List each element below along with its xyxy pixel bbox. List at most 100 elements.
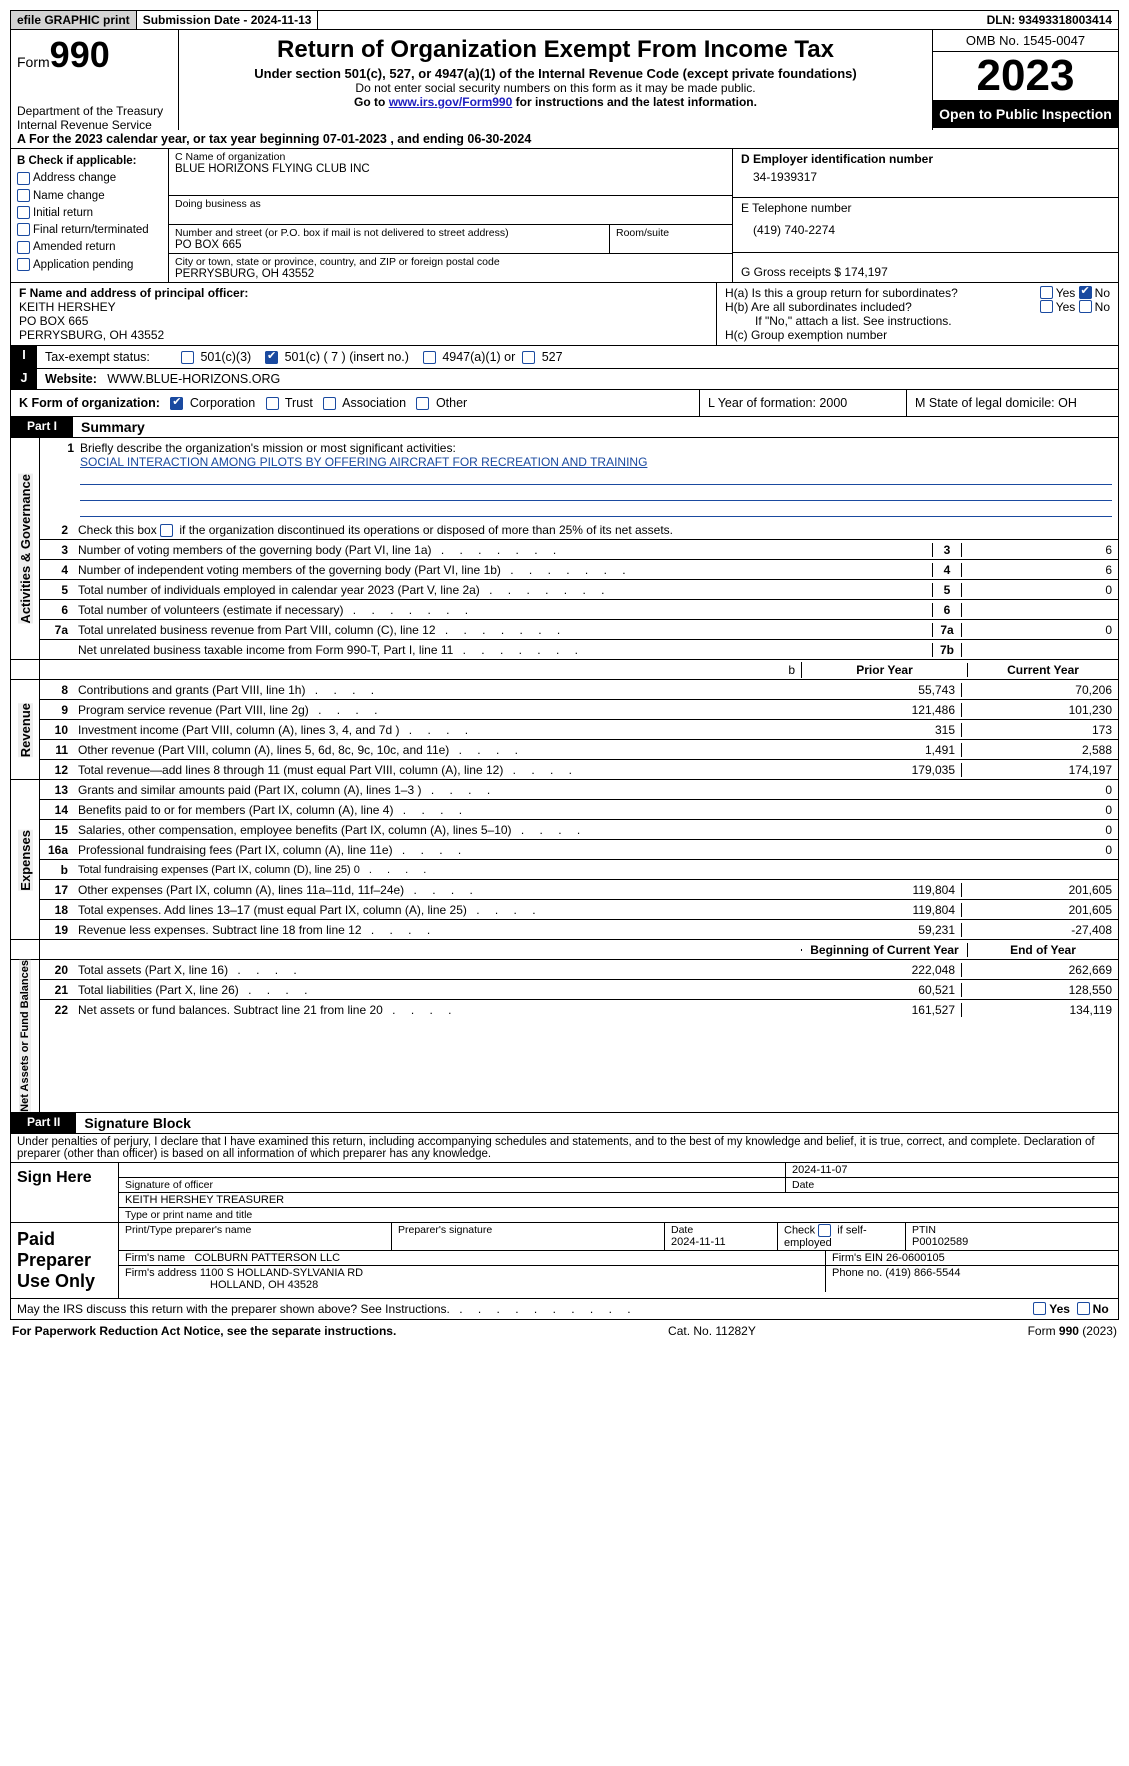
ptin-label: PTIN	[912, 1224, 936, 1236]
part2-header: Part II Signature Block	[10, 1113, 1119, 1134]
room-label: Room/suite	[616, 227, 669, 239]
chk-501c[interactable]	[265, 351, 278, 364]
chk-trust[interactable]	[266, 397, 279, 410]
chk-discontinued[interactable]	[160, 524, 173, 537]
officer-label: F Name and address of principal officer:	[19, 286, 248, 300]
irs-link[interactable]: www.irs.gov/Form990	[389, 95, 513, 109]
ptin: P00102589	[912, 1236, 968, 1248]
part2-title: Signature Block	[76, 1113, 199, 1133]
firm-phone: Phone no. (419) 866-5544	[826, 1266, 1118, 1292]
header-grid: B Check if applicable: Address change Na…	[10, 149, 1119, 283]
vlabel-netassets: Net Assets or Fund Balances	[19, 960, 31, 1112]
sec-netassets: Net Assets or Fund Balances 20Total asse…	[10, 960, 1119, 1113]
officer-city: PERRYSBURG, OH 43552	[19, 328, 164, 342]
website-label: Website:	[45, 372, 100, 386]
chk-address[interactable]	[17, 172, 30, 185]
name-label: C Name of organization	[175, 151, 285, 163]
phone: (419) 740-2274	[741, 215, 1110, 237]
preparer-lead: Paid Preparer Use Only	[11, 1223, 119, 1298]
vlabel-activities: Activities & Governance	[18, 474, 33, 624]
footer-mid: Cat. No. 11282Y	[668, 1324, 756, 1338]
col-end: End of Year	[968, 943, 1118, 957]
sec-expenses: Expenses 13Grants and similar amounts pa…	[10, 780, 1119, 940]
vlabel-revenue: Revenue	[18, 703, 33, 757]
ssn-note: Do not enter social security numbers on …	[189, 81, 922, 95]
ha-no[interactable]	[1079, 286, 1092, 299]
firm-ein: Firm's EIN 26-0600105	[826, 1251, 1118, 1265]
footer: For Paperwork Reduction Act Notice, see …	[10, 1320, 1119, 1342]
firm-addr1: 1100 S HOLLAND-SYLVANIA RD	[200, 1267, 363, 1279]
col-current: Current Year	[968, 663, 1118, 677]
org-name: BLUE HORIZONS FLYING CLUB INC	[175, 163, 370, 175]
prep-date-label: Date	[671, 1224, 693, 1236]
form-title: Return of Organization Exempt From Incom…	[189, 36, 922, 64]
chk-amended[interactable]	[17, 241, 30, 254]
website: WWW.BLUE-HORIZONS.ORG	[107, 372, 280, 386]
sec-activities: Activities & Governance 1 Briefly descri…	[10, 438, 1119, 660]
penalty-text: Under penalties of perjury, I declare th…	[10, 1134, 1119, 1163]
chk-selfemp[interactable]	[818, 1224, 831, 1237]
vlabel-expenses: Expenses	[18, 830, 33, 891]
row-fh: F Name and address of principal officer:…	[10, 283, 1119, 346]
form-number: 990	[50, 34, 110, 75]
part1-header: Part I Summary	[10, 417, 1119, 438]
discuss-no[interactable]	[1077, 1302, 1090, 1315]
form-header: Form990 Department of the Treasury Inter…	[10, 30, 1119, 130]
chk-527[interactable]	[522, 351, 535, 364]
city: PERRYSBURG, OH 43552	[175, 268, 314, 280]
chk-initial[interactable]	[17, 206, 30, 219]
prep-sig-label: Preparer's signature	[392, 1223, 665, 1250]
discuss-text: May the IRS discuss this return with the…	[17, 1302, 450, 1316]
hb-no[interactable]	[1079, 300, 1092, 313]
row-i: I Tax-exempt status: 501(c)(3) 501(c) ( …	[10, 346, 1119, 369]
chk-501c3[interactable]	[181, 351, 194, 364]
prep-name-label: Print/Type preparer's name	[119, 1223, 392, 1250]
ha-label: H(a) Is this a group return for subordin…	[725, 286, 1040, 300]
discuss-yes[interactable]	[1033, 1302, 1046, 1315]
part2-tab: Part II	[11, 1113, 76, 1133]
top-bar: efile GRAPHIC print Submission Date - 20…	[10, 10, 1119, 30]
mission: SOCIAL INTERACTION AMONG PILOTS BY OFFER…	[80, 455, 647, 469]
hb-label: H(b) Are all subordinates included?	[725, 300, 1040, 314]
sec-revenue: Revenue 8Contributions and grants (Part …	[10, 680, 1119, 780]
sign-block: Sign Here 2024-11-07 Signature of office…	[10, 1163, 1119, 1299]
row-k: K Form of organization: Corporation Trus…	[10, 390, 1119, 417]
chk-final[interactable]	[17, 223, 30, 236]
street-label: Number and street (or P.O. box if mail i…	[175, 227, 509, 239]
public-inspection: Open to Public Inspection	[933, 100, 1118, 128]
addr-label: Firm's address	[125, 1267, 200, 1279]
chk-corp[interactable]	[170, 397, 183, 410]
mission-label: Briefly describe the organization's miss…	[80, 441, 456, 455]
tax-status-label: Tax-exempt status:	[37, 346, 173, 368]
date-label: Date	[786, 1178, 1118, 1192]
phone-label: E Telephone number	[741, 201, 852, 215]
col-prior: Prior Year	[802, 663, 968, 677]
chk-other[interactable]	[416, 397, 429, 410]
state-domicile: M State of legal domicile: OH	[907, 390, 1118, 416]
firm-name: COLBURN PATTERSON LLC	[194, 1252, 340, 1264]
efile-button[interactable]: efile GRAPHIC print	[11, 11, 137, 29]
hb-yes[interactable]	[1040, 300, 1053, 313]
omb-number: OMB No. 1545-0047	[933, 30, 1118, 52]
form-prefix: Form	[17, 54, 50, 70]
city-label: City or town, state or province, country…	[175, 256, 500, 268]
chk-assoc[interactable]	[323, 397, 336, 410]
submission-date: Submission Date - 2024-11-13	[137, 11, 319, 29]
ein-label: D Employer identification number	[741, 152, 933, 166]
ha-yes[interactable]	[1040, 286, 1053, 299]
dept-treasury: Department of the Treasury	[17, 104, 172, 118]
sig-label: Signature of officer	[119, 1178, 786, 1192]
chk-4947[interactable]	[423, 351, 436, 364]
gross-receipts: G Gross receipts $ 174,197	[733, 253, 1118, 282]
chk-pending[interactable]	[17, 258, 30, 271]
hb-note: If "No," attach a list. See instructions…	[725, 314, 1110, 328]
dept-irs: Internal Revenue Service	[17, 118, 172, 132]
col-begin: Beginning of Current Year	[802, 943, 968, 957]
prep-date: 2024-11-11	[671, 1236, 726, 1248]
street: PO BOX 665	[175, 239, 241, 251]
sign-here: Sign Here	[11, 1163, 119, 1222]
dln: DLN: 93493318003414	[981, 11, 1118, 29]
chk-name[interactable]	[17, 189, 30, 202]
name-label: Type or print name and title	[119, 1208, 1118, 1222]
firm-label: Firm's name	[125, 1252, 188, 1264]
